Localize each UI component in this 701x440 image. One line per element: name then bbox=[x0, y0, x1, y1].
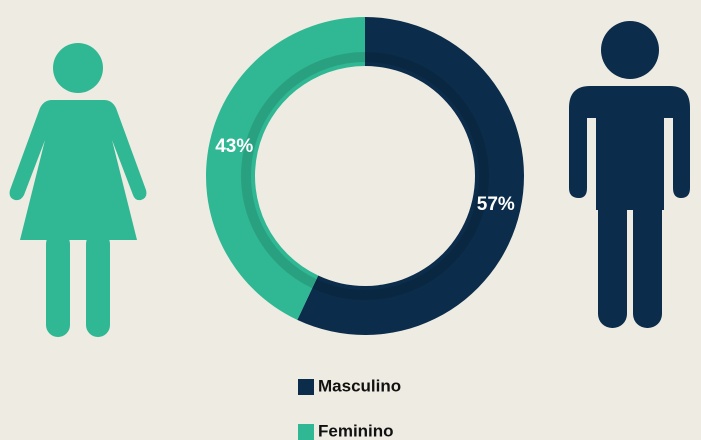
donut-segment bbox=[297, 17, 524, 335]
woman-icon bbox=[9, 43, 147, 337]
segment-inner-band bbox=[312, 52, 489, 300]
legend-swatch bbox=[298, 379, 314, 395]
legend-swatch bbox=[298, 424, 314, 440]
value-label: 57% bbox=[477, 194, 515, 215]
legend-label: Feminino bbox=[318, 421, 394, 440]
value-label: 43% bbox=[215, 136, 253, 157]
segment-inner-band bbox=[241, 52, 366, 289]
legend-label: Masculino bbox=[318, 376, 401, 395]
man-icon bbox=[569, 21, 690, 328]
donut-segment bbox=[205, 17, 365, 320]
